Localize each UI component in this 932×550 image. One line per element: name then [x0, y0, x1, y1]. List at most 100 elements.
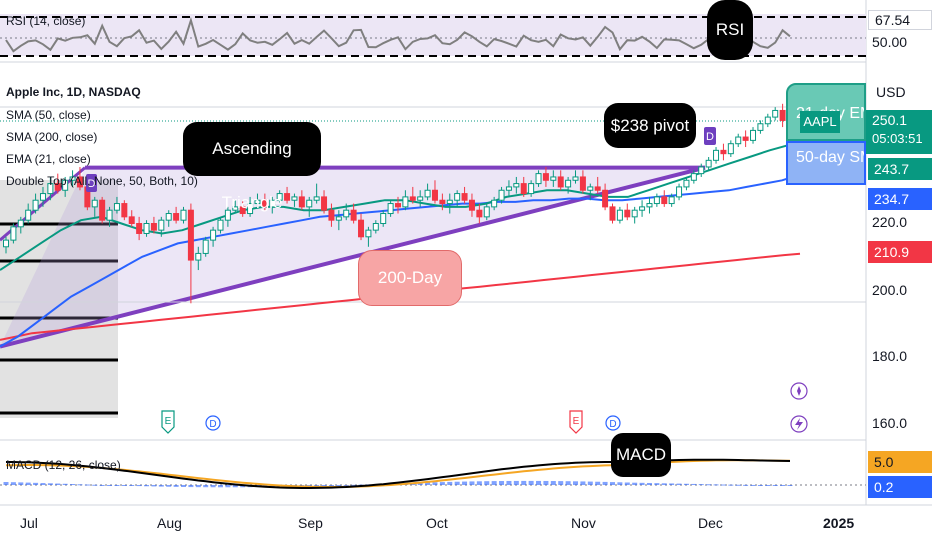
sma50-line[interactable]: [0, 173, 801, 348]
candle[interactable]: [505, 186, 512, 191]
candle[interactable]: [350, 209, 357, 221]
candle[interactable]: [727, 143, 734, 155]
sma200-callout[interactable]: 200-Day SMA: [358, 250, 462, 341]
candle[interactable]: [750, 129, 757, 141]
candle[interactable]: [187, 209, 194, 261]
last-price-tag[interactable]: 250.1 05:03:51: [866, 110, 932, 154]
candle[interactable]: [779, 109, 786, 121]
sma200-legend[interactable]: SMA (200, close): [6, 130, 98, 144]
candle[interactable]: [498, 189, 505, 201]
candle[interactable]: [572, 176, 579, 181]
candle[interactable]: [602, 189, 609, 208]
double-top-marker-right[interactable]: D: [704, 127, 716, 145]
candle[interactable]: [47, 183, 54, 195]
candle[interactable]: [395, 203, 401, 208]
earnings-marker-aug[interactable]: E: [161, 410, 175, 434]
sma50-legend[interactable]: SMA (50, close): [6, 108, 91, 122]
candle[interactable]: [210, 229, 217, 241]
candle[interactable]: [180, 209, 187, 221]
candle[interactable]: [713, 149, 720, 161]
candle[interactable]: [276, 193, 283, 201]
candle[interactable]: [25, 209, 32, 221]
candle[interactable]: [468, 199, 475, 211]
candle[interactable]: [587, 186, 594, 191]
candle[interactable]: [358, 219, 365, 238]
candle[interactable]: [121, 203, 128, 218]
candle[interactable]: [10, 226, 17, 241]
candle[interactable]: [624, 209, 631, 218]
candle[interactable]: [764, 116, 771, 125]
candles-group[interactable]: [3, 103, 793, 304]
candle[interactable]: [165, 213, 172, 221]
double-top-marker-left[interactable]: D: [86, 174, 97, 192]
candle[interactable]: [254, 199, 261, 205]
candle[interactable]: [417, 196, 424, 201]
candle[interactable]: [343, 209, 350, 218]
candle[interactable]: [557, 176, 564, 188]
candle[interactable]: [113, 203, 120, 211]
ema21-legend[interactable]: EMA (21, close): [6, 152, 91, 166]
dividend-marker-nov[interactable]: D: [605, 415, 621, 431]
dividend-marker-aug[interactable]: D: [205, 415, 221, 431]
macd-value-tag[interactable]: 5.0: [868, 451, 932, 473]
candle[interactable]: [446, 199, 453, 205]
event-plus-icon[interactable]: [790, 382, 808, 400]
candle[interactable]: [99, 199, 106, 221]
candle[interactable]: [239, 206, 246, 215]
earnings-marker-oct[interactable]: E: [569, 410, 583, 434]
candle[interactable]: [328, 209, 335, 221]
symbol-legend[interactable]: Apple Inc, 1D, NASDAQ: [6, 85, 141, 99]
macd-hist-tag[interactable]: 0.2: [868, 476, 932, 498]
candle[interactable]: [609, 206, 616, 221]
candle[interactable]: [143, 223, 150, 234]
candle[interactable]: [431, 189, 438, 201]
candle[interactable]: [284, 193, 291, 201]
candle[interactable]: [424, 189, 431, 198]
candle[interactable]: [269, 199, 276, 208]
candle[interactable]: [661, 196, 668, 205]
candle[interactable]: [224, 209, 231, 221]
rsi-legend[interactable]: RSI (14, close): [6, 14, 86, 28]
candle[interactable]: [202, 239, 209, 254]
candle[interactable]: [409, 196, 416, 201]
candle[interactable]: [757, 123, 764, 131]
candle[interactable]: [454, 193, 461, 201]
candle[interactable]: [128, 216, 135, 225]
candle[interactable]: [646, 203, 653, 208]
candle[interactable]: [291, 196, 298, 201]
candle[interactable]: [150, 223, 157, 231]
candle[interactable]: [668, 196, 675, 205]
candle[interactable]: [520, 183, 527, 195]
ticker-badge[interactable]: AAPL: [800, 111, 840, 133]
candle[interactable]: [217, 219, 224, 231]
candle[interactable]: [690, 173, 697, 181]
candle[interactable]: [387, 203, 394, 215]
candle[interactable]: [705, 159, 712, 168]
candle[interactable]: [594, 186, 601, 191]
candle[interactable]: [550, 176, 557, 181]
candle[interactable]: [39, 193, 46, 201]
candle[interactable]: [32, 199, 39, 211]
triangle-support-line[interactable]: [0, 165, 706, 349]
candle[interactable]: [247, 203, 254, 215]
candle[interactable]: [136, 223, 143, 234]
candle[interactable]: [579, 176, 586, 191]
candle[interactable]: [195, 252, 202, 261]
candle[interactable]: [173, 213, 180, 221]
candle[interactable]: [232, 206, 239, 211]
macd-callout[interactable]: MACD: [611, 433, 671, 477]
candle[interactable]: [91, 199, 98, 208]
sma50-price-tag[interactable]: 234.7: [868, 188, 932, 210]
candle[interactable]: [439, 199, 446, 205]
candle[interactable]: [735, 136, 742, 145]
candle[interactable]: [542, 173, 549, 181]
candle[interactable]: [631, 209, 638, 218]
candle[interactable]: [306, 199, 313, 208]
candle[interactable]: [528, 183, 535, 195]
pivot-callout[interactable]: $238 pivot: [604, 103, 696, 148]
rsi-line[interactable]: [5, 16, 791, 53]
candle[interactable]: [261, 199, 268, 208]
candle[interactable]: [772, 109, 779, 118]
